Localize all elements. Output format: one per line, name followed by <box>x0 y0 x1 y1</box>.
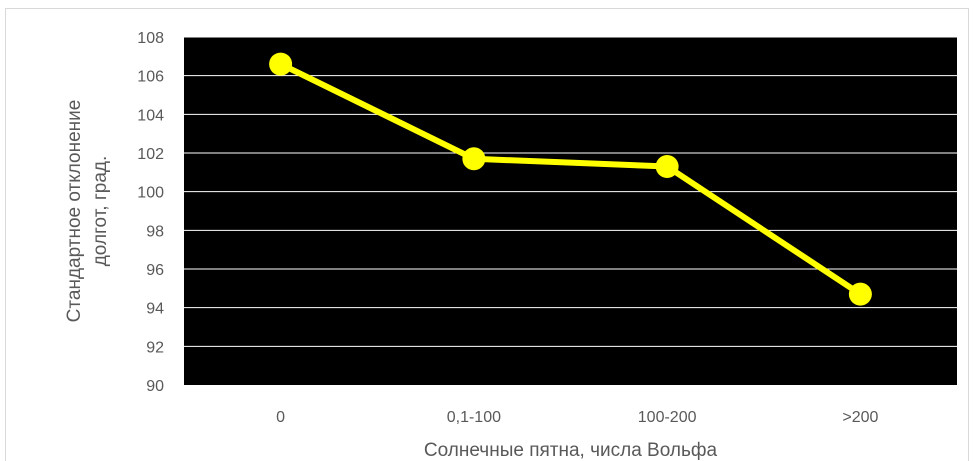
data-point <box>848 282 872 306</box>
data-point <box>269 52 293 76</box>
x-axis-title: Солнечные пятна, числа Вольфа <box>424 440 718 461</box>
series-line <box>279 61 863 297</box>
series-line-path <box>279 61 863 297</box>
x-axis-ticks: 0 0,1-100 100-200 >200 <box>276 409 878 426</box>
y-tick-label: 94 <box>146 301 164 318</box>
y-axis-ticks: 90 92 94 96 98 100 102 104 106 108 <box>137 30 164 395</box>
plot-area <box>184 37 957 385</box>
y-tick-label: 102 <box>137 146 164 163</box>
x-tick-label: 0 <box>276 409 285 426</box>
x-tick-label: 100-200 <box>638 409 697 426</box>
y-tick-label: 100 <box>137 185 164 202</box>
y-axis-title: Стандартное отклонение долгот, град. <box>64 100 111 323</box>
y-tick-label: 92 <box>146 339 164 356</box>
y-tick-label: 90 <box>146 378 164 395</box>
y-axis-title-line: долгот, град. <box>90 156 111 267</box>
y-tick-label: 96 <box>146 262 164 279</box>
data-point <box>462 147 486 171</box>
x-tick-label: >200 <box>842 409 878 426</box>
y-tick-label: 98 <box>146 223 164 240</box>
data-point <box>655 155 679 179</box>
y-tick-label: 108 <box>137 30 164 47</box>
y-tick-label: 106 <box>137 69 164 86</box>
chart-frame <box>5 8 969 461</box>
gridlines <box>184 36 957 347</box>
x-tick-label: 0,1-100 <box>447 409 501 426</box>
y-axis-title-line: Стандартное отклонение <box>64 100 85 323</box>
data-points <box>269 52 872 306</box>
y-tick-label: 104 <box>137 107 164 124</box>
